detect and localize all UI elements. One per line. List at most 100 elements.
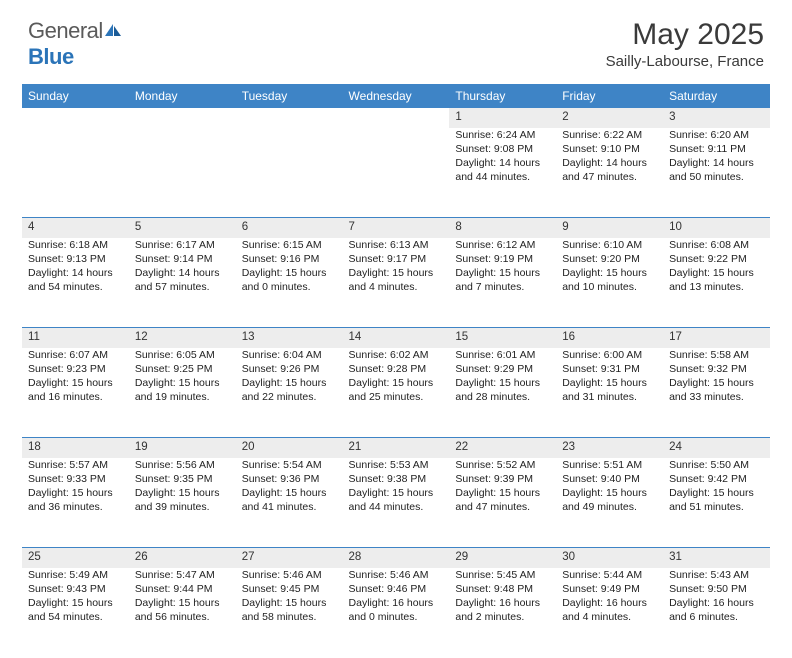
daylight-line: Daylight: 15 hours and 13 minutes. <box>669 266 764 294</box>
logo-word-general: General <box>28 18 103 43</box>
day-cell: Sunrise: 6:00 AMSunset: 9:31 PMDaylight:… <box>556 348 663 438</box>
day-number: 10 <box>663 218 770 238</box>
day-number: 24 <box>663 438 770 458</box>
day-number: 28 <box>343 548 450 568</box>
sunset-line: Sunset: 9:46 PM <box>349 582 444 596</box>
sunset-line: Sunset: 9:31 PM <box>562 362 657 376</box>
sunrise-line: Sunrise: 5:46 AM <box>349 568 444 582</box>
daylight-line: Daylight: 15 hours and 4 minutes. <box>349 266 444 294</box>
week-row: Sunrise: 5:57 AMSunset: 9:33 PMDaylight:… <box>22 458 770 548</box>
day-cell: Sunrise: 6:08 AMSunset: 9:22 PMDaylight:… <box>663 238 770 328</box>
calendar-table: SundayMondayTuesdayWednesdayThursdayFrid… <box>22 84 770 658</box>
sunset-line: Sunset: 9:10 PM <box>562 142 657 156</box>
sunset-line: Sunset: 9:49 PM <box>562 582 657 596</box>
sunrise-line: Sunrise: 6:01 AM <box>455 348 550 362</box>
day-cell: Sunrise: 5:52 AMSunset: 9:39 PMDaylight:… <box>449 458 556 548</box>
daylight-line: Daylight: 15 hours and 31 minutes. <box>562 376 657 404</box>
sunrise-line: Sunrise: 6:10 AM <box>562 238 657 252</box>
daynum-row: 25262728293031 <box>22 548 770 568</box>
sunset-line: Sunset: 9:43 PM <box>28 582 123 596</box>
day-cell: Sunrise: 6:22 AMSunset: 9:10 PMDaylight:… <box>556 128 663 218</box>
sunset-line: Sunset: 9:48 PM <box>455 582 550 596</box>
weekday-header: Friday <box>556 84 663 108</box>
daylight-line: Daylight: 15 hours and 58 minutes. <box>242 596 337 624</box>
sunset-line: Sunset: 9:28 PM <box>349 362 444 376</box>
day-cell: Sunrise: 6:15 AMSunset: 9:16 PMDaylight:… <box>236 238 343 328</box>
day-number: 13 <box>236 328 343 348</box>
sunrise-line: Sunrise: 6:07 AM <box>28 348 123 362</box>
sunrise-line: Sunrise: 5:44 AM <box>562 568 657 582</box>
day-cell: Sunrise: 6:07 AMSunset: 9:23 PMDaylight:… <box>22 348 129 438</box>
day-cell: Sunrise: 5:51 AMSunset: 9:40 PMDaylight:… <box>556 458 663 548</box>
day-number: 2 <box>556 108 663 128</box>
day-number <box>22 108 129 128</box>
daylight-line: Daylight: 16 hours and 2 minutes. <box>455 596 550 624</box>
day-cell: Sunrise: 5:47 AMSunset: 9:44 PMDaylight:… <box>129 568 236 658</box>
day-cell: Sunrise: 6:24 AMSunset: 9:08 PMDaylight:… <box>449 128 556 218</box>
day-number: 30 <box>556 548 663 568</box>
daylight-line: Daylight: 15 hours and 7 minutes. <box>455 266 550 294</box>
daylight-line: Daylight: 15 hours and 25 minutes. <box>349 376 444 404</box>
day-cell <box>22 128 129 218</box>
day-number: 21 <box>343 438 450 458</box>
daylight-line: Daylight: 16 hours and 6 minutes. <box>669 596 764 624</box>
day-number <box>236 108 343 128</box>
sunrise-line: Sunrise: 5:58 AM <box>669 348 764 362</box>
sunrise-line: Sunrise: 6:04 AM <box>242 348 337 362</box>
sunrise-line: Sunrise: 5:56 AM <box>135 458 230 472</box>
header: GeneralBlue May 2025 Sailly-Labourse, Fr… <box>0 0 792 76</box>
day-cell: Sunrise: 5:45 AMSunset: 9:48 PMDaylight:… <box>449 568 556 658</box>
daylight-line: Daylight: 15 hours and 22 minutes. <box>242 376 337 404</box>
day-number: 3 <box>663 108 770 128</box>
sunrise-line: Sunrise: 6:00 AM <box>562 348 657 362</box>
day-number: 17 <box>663 328 770 348</box>
sunrise-line: Sunrise: 6:13 AM <box>349 238 444 252</box>
sunrise-line: Sunrise: 6:24 AM <box>455 128 550 142</box>
daylight-line: Daylight: 15 hours and 49 minutes. <box>562 486 657 514</box>
daylight-line: Daylight: 15 hours and 16 minutes. <box>28 376 123 404</box>
week-row: Sunrise: 6:24 AMSunset: 9:08 PMDaylight:… <box>22 128 770 218</box>
day-number: 4 <box>22 218 129 238</box>
daynum-row: 11121314151617 <box>22 328 770 348</box>
day-number: 26 <box>129 548 236 568</box>
sunset-line: Sunset: 9:11 PM <box>669 142 764 156</box>
sunset-line: Sunset: 9:40 PM <box>562 472 657 486</box>
sunrise-line: Sunrise: 6:20 AM <box>669 128 764 142</box>
sunrise-line: Sunrise: 5:46 AM <box>242 568 337 582</box>
sunrise-line: Sunrise: 6:02 AM <box>349 348 444 362</box>
sunset-line: Sunset: 9:20 PM <box>562 252 657 266</box>
daylight-line: Daylight: 14 hours and 50 minutes. <box>669 156 764 184</box>
sunset-line: Sunset: 9:14 PM <box>135 252 230 266</box>
daylight-line: Daylight: 16 hours and 4 minutes. <box>562 596 657 624</box>
daylight-line: Daylight: 15 hours and 10 minutes. <box>562 266 657 294</box>
daylight-line: Daylight: 15 hours and 0 minutes. <box>242 266 337 294</box>
week-row: Sunrise: 6:18 AMSunset: 9:13 PMDaylight:… <box>22 238 770 328</box>
sunset-line: Sunset: 9:13 PM <box>28 252 123 266</box>
sunrise-line: Sunrise: 6:18 AM <box>28 238 123 252</box>
day-cell: Sunrise: 5:44 AMSunset: 9:49 PMDaylight:… <box>556 568 663 658</box>
sunrise-line: Sunrise: 5:52 AM <box>455 458 550 472</box>
sunrise-line: Sunrise: 5:45 AM <box>455 568 550 582</box>
sunset-line: Sunset: 9:22 PM <box>669 252 764 266</box>
sunset-line: Sunset: 9:39 PM <box>455 472 550 486</box>
sunset-line: Sunset: 9:23 PM <box>28 362 123 376</box>
day-cell: Sunrise: 5:53 AMSunset: 9:38 PMDaylight:… <box>343 458 450 548</box>
sunset-line: Sunset: 9:19 PM <box>455 252 550 266</box>
month-title: May 2025 <box>606 18 764 51</box>
day-cell: Sunrise: 6:10 AMSunset: 9:20 PMDaylight:… <box>556 238 663 328</box>
logo: GeneralBlue <box>28 18 122 70</box>
day-cell: Sunrise: 6:13 AMSunset: 9:17 PMDaylight:… <box>343 238 450 328</box>
logo-word-blue: Blue <box>28 44 74 69</box>
day-cell: Sunrise: 6:01 AMSunset: 9:29 PMDaylight:… <box>449 348 556 438</box>
sunrise-line: Sunrise: 6:08 AM <box>669 238 764 252</box>
daylight-line: Daylight: 16 hours and 0 minutes. <box>349 596 444 624</box>
weekday-header: Thursday <box>449 84 556 108</box>
day-cell: Sunrise: 6:02 AMSunset: 9:28 PMDaylight:… <box>343 348 450 438</box>
day-number: 31 <box>663 548 770 568</box>
sunset-line: Sunset: 9:17 PM <box>349 252 444 266</box>
day-number: 6 <box>236 218 343 238</box>
day-cell: Sunrise: 6:05 AMSunset: 9:25 PMDaylight:… <box>129 348 236 438</box>
daylight-line: Daylight: 14 hours and 54 minutes. <box>28 266 123 294</box>
daylight-line: Daylight: 15 hours and 28 minutes. <box>455 376 550 404</box>
day-number: 19 <box>129 438 236 458</box>
